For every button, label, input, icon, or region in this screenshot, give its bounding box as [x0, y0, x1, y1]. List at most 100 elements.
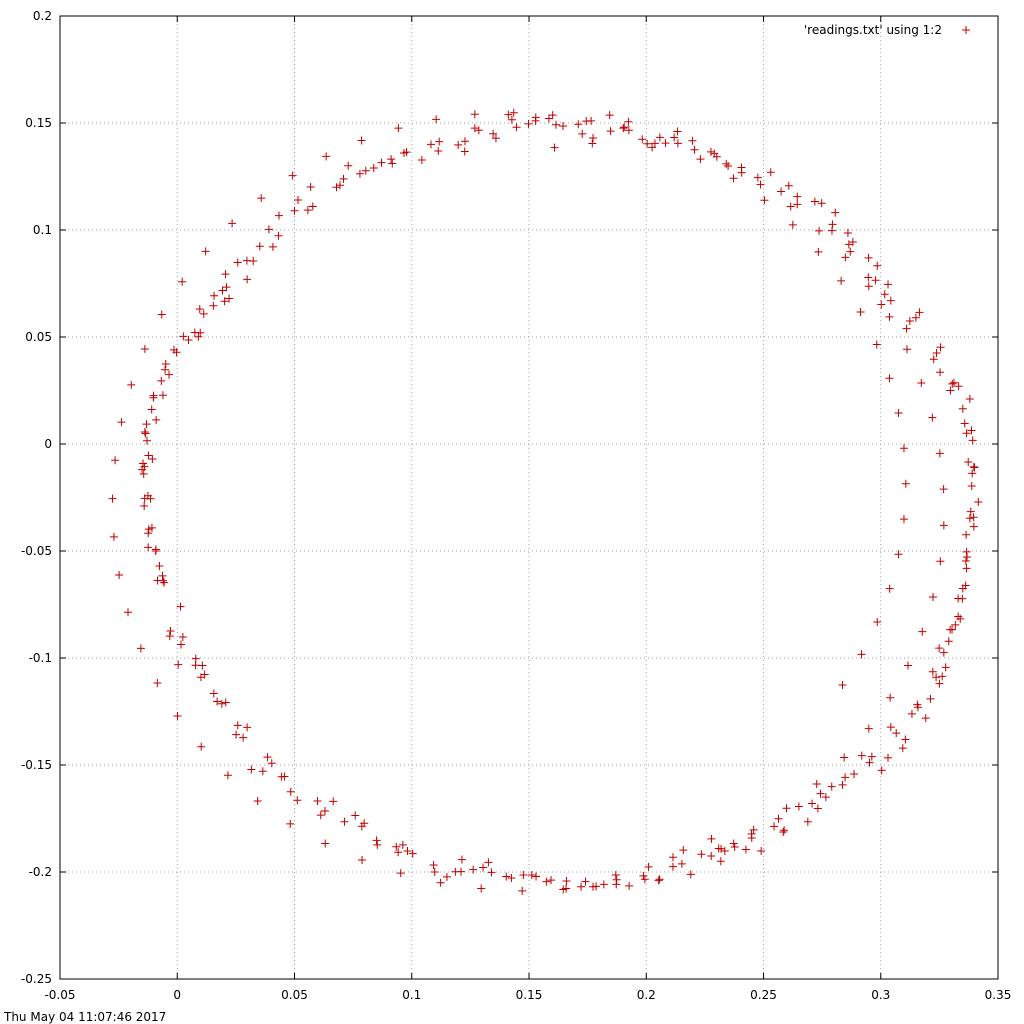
data-point: [624, 126, 633, 135]
data-point: [939, 521, 948, 530]
data-point: [158, 391, 167, 400]
data-point: [142, 436, 151, 445]
data-point: [968, 469, 977, 478]
data-point: [894, 408, 903, 417]
legend-marker-glyph: [962, 26, 970, 34]
data-point: [587, 116, 596, 125]
data-point: [158, 571, 167, 580]
data-point: [489, 129, 498, 138]
data-point: [960, 419, 969, 428]
data-point: [460, 137, 469, 146]
data-point: [198, 661, 207, 670]
data-point: [864, 253, 873, 262]
data-point: [760, 196, 769, 205]
data-point: [964, 457, 973, 466]
data-point: [321, 839, 330, 848]
data-point: [907, 709, 916, 718]
data-point: [332, 183, 341, 192]
y-tick-label: -0.25: [21, 972, 52, 986]
data-point: [172, 348, 181, 357]
data-point: [442, 872, 451, 881]
data-point: [191, 661, 200, 670]
y-tick-label: 0.2: [33, 9, 52, 23]
data-point: [194, 332, 203, 341]
data-point: [741, 845, 750, 854]
data-point: [965, 395, 974, 404]
data-point: [821, 793, 830, 802]
data-point: [967, 426, 976, 435]
data-point: [774, 814, 783, 823]
data-point: [864, 273, 873, 282]
data-point: [679, 846, 688, 855]
data-point: [686, 870, 695, 879]
data-point: [779, 827, 788, 836]
data-point: [670, 133, 679, 142]
data-point: [228, 219, 237, 228]
data-point: [963, 552, 972, 561]
data-point: [143, 491, 152, 500]
data-point: [217, 699, 226, 708]
data-point: [706, 147, 715, 156]
data-point: [650, 139, 659, 148]
data-point: [243, 723, 252, 732]
data-point: [286, 819, 295, 828]
data-point: [255, 242, 264, 251]
data-point: [873, 618, 882, 627]
data-point: [729, 174, 738, 183]
data-point: [111, 456, 120, 465]
data-point: [434, 147, 443, 156]
data-point: [961, 557, 970, 566]
data-point: [954, 382, 963, 391]
data-point: [777, 187, 786, 196]
data-point: [339, 174, 348, 183]
data-point: [141, 429, 150, 438]
x-tick-label: 0.3: [871, 988, 890, 1002]
data-point: [157, 310, 166, 319]
data-point: [611, 870, 620, 879]
data-point: [176, 602, 185, 611]
data-point: [817, 199, 826, 208]
data-point: [808, 799, 817, 808]
x-tick-label: 0.25: [750, 988, 777, 1002]
data-point: [117, 418, 126, 427]
data-point: [551, 120, 560, 129]
data-point: [213, 697, 222, 706]
data-point: [688, 136, 697, 145]
data-point: [894, 550, 903, 559]
data-point: [142, 420, 151, 429]
data-point: [793, 200, 802, 209]
data-point: [903, 661, 912, 670]
data-point: [901, 479, 910, 488]
data-point: [432, 115, 441, 124]
data-point: [654, 876, 663, 885]
data-point: [184, 335, 193, 344]
data-point: [139, 469, 148, 478]
data-point: [165, 632, 174, 641]
data-point: [161, 365, 170, 374]
data-point: [917, 379, 926, 388]
data-point: [574, 120, 583, 129]
data-point: [408, 849, 417, 858]
data-point: [519, 870, 528, 879]
data-point: [306, 182, 315, 191]
data-point: [873, 261, 882, 270]
data-point: [935, 679, 944, 688]
data-point: [696, 155, 705, 164]
data-point: [655, 875, 664, 884]
data-point: [507, 115, 516, 124]
data-point: [225, 294, 234, 303]
data-point: [144, 543, 153, 552]
data-point: [247, 765, 256, 774]
data-point: [174, 660, 183, 669]
data-point: [939, 485, 948, 494]
data-point: [518, 886, 527, 895]
data-point: [263, 753, 272, 762]
data-point: [340, 817, 349, 826]
data-point: [673, 127, 682, 136]
data-point: [316, 811, 325, 820]
data-point: [290, 206, 299, 215]
data-point: [548, 111, 557, 120]
legend-label: 'readings.txt' using 1:2: [804, 23, 942, 37]
